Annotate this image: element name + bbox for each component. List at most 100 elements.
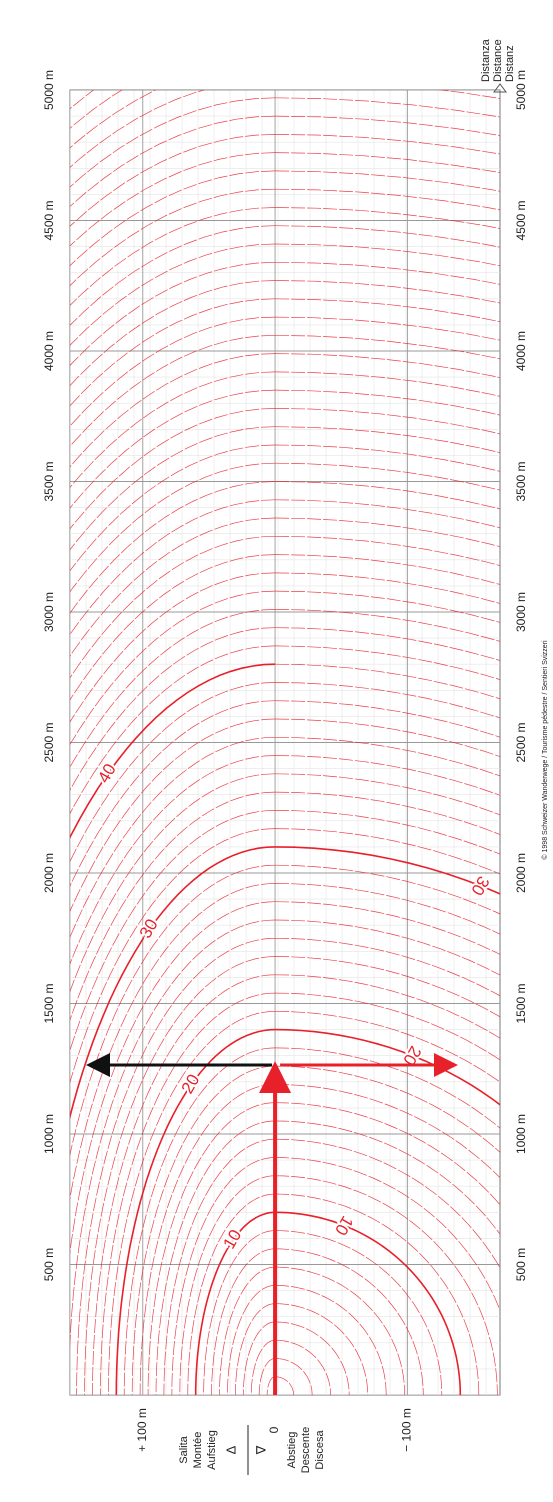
- fine-contour: [70, 225, 276, 326]
- fine-contour: [275, 937, 500, 997]
- fine-contour: [70, 572, 276, 723]
- distance-tick-label: 5000 m: [42, 70, 56, 110]
- credit: © 1998 Schweizer Wanderwege / Tourisme p…: [541, 640, 549, 860]
- fine-contour: [70, 353, 276, 468]
- fine-contour: [275, 1285, 387, 1395]
- fine-contour: [70, 919, 276, 1350]
- fine-contour: [70, 773, 276, 993]
- fine-contour: [275, 1248, 424, 1395]
- fine-contour: [275, 773, 500, 816]
- fine-contour: [70, 810, 276, 1052]
- fine-contour: [70, 700, 276, 887]
- fine-contour: [70, 426, 276, 551]
- fine-contour: [70, 499, 276, 635]
- fine-contour: [242, 1321, 276, 1395]
- distance-tick-label: 3500 m: [42, 461, 56, 501]
- distance-tick-label: 2000 m: [42, 853, 56, 893]
- fine-contour: [275, 1193, 480, 1395]
- fine-contour: [70, 535, 276, 679]
- fine-contour: [275, 627, 500, 661]
- fine-contour: [70, 444, 276, 572]
- contour: [115, 1028, 276, 1395]
- distance-tick-label: 4500 m: [514, 200, 528, 240]
- fine-contour: [235, 1303, 276, 1395]
- distance-tick-label: 4000 m: [42, 331, 56, 371]
- fine-contour: [108, 1010, 276, 1395]
- height-tick-label: 0: [267, 1426, 281, 1433]
- fine-contour: [139, 1084, 276, 1395]
- down-symbol: ∇: [253, 1445, 268, 1455]
- fine-contour: [275, 1138, 500, 1269]
- fine-contour: [70, 791, 276, 1021]
- fine-contour: [275, 755, 500, 796]
- fine-contour: [275, 609, 500, 642]
- descent-label: Discesa: [314, 1430, 326, 1470]
- fine-contour: [275, 663, 500, 700]
- fine-contour: [275, 590, 500, 623]
- distance-tick-label: 2500 m: [514, 722, 528, 762]
- fine-contour: [275, 864, 500, 915]
- fine-contour: [70, 408, 276, 530]
- fine-contour: [275, 1321, 350, 1395]
- fine-contour: [70, 280, 276, 387]
- fine-contour: [70, 736, 276, 938]
- fine-contour: [275, 901, 500, 955]
- ascent-label: Montée: [192, 1432, 204, 1469]
- fine-contour: [70, 627, 276, 791]
- fine-contour: [275, 1358, 313, 1395]
- distance-label: Distance: [492, 39, 504, 82]
- distance-tick-label: 2000 m: [514, 853, 528, 893]
- contour: [70, 663, 276, 839]
- fine-contour: [70, 389, 276, 509]
- fine-contour: [275, 1376, 294, 1395]
- fine-contour: [70, 828, 276, 1084]
- descent-label: Descente: [300, 1427, 312, 1473]
- fine-contour: [92, 974, 276, 1395]
- fine-contour: [100, 992, 276, 1395]
- fine-contour: [171, 1157, 276, 1395]
- grid: [70, 90, 500, 1395]
- distance-tick-label: 1000 m: [514, 1114, 528, 1154]
- distance-tick-label: 3500 m: [514, 461, 528, 501]
- fine-contour: [70, 298, 276, 407]
- fine-contour: [275, 718, 500, 757]
- fine-contour: [70, 243, 276, 346]
- fine-contour: [275, 1084, 500, 1179]
- fine-contour: [275, 572, 500, 604]
- distance-tick-label: 4000 m: [514, 331, 528, 371]
- fine-contour: [70, 261, 276, 366]
- distance-tick-label: 1500 m: [42, 983, 56, 1023]
- fine-contour: [70, 134, 276, 227]
- contour: [275, 1028, 500, 1106]
- fine-contour: [123, 1047, 276, 1395]
- fine-contour: [70, 901, 276, 1255]
- fine-contour: [70, 554, 276, 701]
- fine-contour: [258, 1358, 276, 1395]
- fine-contour: [187, 1193, 276, 1395]
- fine-contour: [275, 682, 500, 719]
- fine-contour: [70, 883, 276, 1200]
- ascent-label: Aufstieg: [206, 1430, 218, 1470]
- contour: [194, 1211, 276, 1395]
- fine-contour: [275, 992, 500, 1061]
- fine-contour: [76, 937, 276, 1395]
- fine-contour: [275, 828, 500, 875]
- fine-contour: [275, 1266, 406, 1395]
- ascent-label: Salita: [178, 1435, 190, 1463]
- height-tick-label: + 100 m: [135, 1408, 149, 1452]
- fine-contour: [275, 1339, 331, 1395]
- fine-contour: [250, 1339, 276, 1395]
- fine-contour: [179, 1175, 276, 1395]
- fine-contour: [275, 883, 500, 935]
- fine-contour: [70, 682, 276, 863]
- fine-contour: [70, 864, 276, 1157]
- distance-tick-label: 4500 m: [42, 200, 56, 240]
- fine-contour: [275, 1175, 498, 1395]
- distance-tick-label: 500 m: [42, 1248, 56, 1281]
- overlay: 500 m 500 m 1000 m 1000 m 1500 m 1500 m 2000 m…: [42, 38, 549, 1475]
- fine-contour: [275, 1120, 500, 1235]
- fine-contour: [147, 1102, 276, 1395]
- contour: [70, 846, 276, 1120]
- fine-contour: [275, 1010, 500, 1083]
- distance-tick-label: 1000 m: [42, 1114, 56, 1154]
